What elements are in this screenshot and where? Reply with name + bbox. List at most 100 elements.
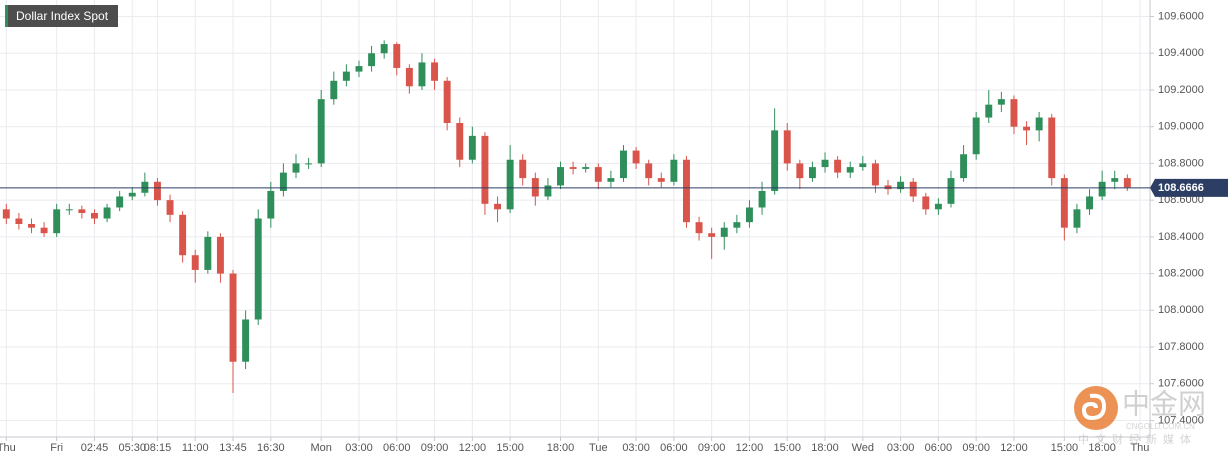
candle-body xyxy=(1060,178,1068,228)
candle-body xyxy=(745,207,753,223)
x-tick-label: 15:00 xyxy=(1051,442,1079,454)
x-tick-label: Thu xyxy=(0,442,16,454)
candle-body xyxy=(519,159,527,179)
candle-body xyxy=(481,135,489,204)
candle-body xyxy=(191,255,199,270)
candle-body xyxy=(153,181,161,201)
title-box xyxy=(5,5,118,27)
candle-body xyxy=(1010,99,1018,127)
candle-body xyxy=(846,167,854,173)
candle-body xyxy=(897,181,905,190)
candle-body xyxy=(91,212,98,219)
candle-body xyxy=(368,53,376,67)
watermark-swirl xyxy=(1081,393,1107,421)
candle-body xyxy=(116,196,124,208)
candle-body xyxy=(607,178,615,182)
x-tick-label: 18:00 xyxy=(811,442,839,454)
x-tick-label: 16:30 xyxy=(257,442,285,454)
x-tick-label: 06:00 xyxy=(660,442,688,454)
candle-body xyxy=(418,62,426,87)
candle-body xyxy=(1048,117,1056,179)
candle-body xyxy=(695,222,703,234)
y-tick-label: 109.6000 xyxy=(1158,10,1204,22)
candle-body xyxy=(216,236,224,274)
y-tick-label: 108.8000 xyxy=(1158,157,1204,169)
candle-body xyxy=(204,236,212,270)
y-tick-label: 107.8000 xyxy=(1158,341,1204,353)
y-tick-label: 109.0000 xyxy=(1158,121,1204,133)
y-tick-label: 108.4000 xyxy=(1158,231,1204,243)
watermark-site: CNGOLD.COM.CN xyxy=(1126,422,1195,431)
candle-body xyxy=(569,167,577,169)
x-tick-label: 03:00 xyxy=(345,442,373,454)
candle-body xyxy=(506,159,514,210)
x-tick-label: 18:00 xyxy=(1088,442,1116,454)
candle-body xyxy=(972,117,980,155)
x-tick-label: Thu xyxy=(1130,442,1149,454)
candle-body xyxy=(884,185,892,190)
candle-body xyxy=(1111,178,1119,182)
x-tick-label: 03:00 xyxy=(622,442,650,454)
candle-body xyxy=(279,172,287,191)
candle-body xyxy=(821,159,829,168)
candle-body xyxy=(859,163,867,168)
candle-body xyxy=(292,163,300,173)
candle-body xyxy=(494,203,501,210)
candle-body xyxy=(708,233,716,237)
last-price-label: 108.6666 xyxy=(1158,182,1204,194)
y-tick-label: 109.2000 xyxy=(1158,84,1204,96)
candle-body xyxy=(141,181,149,193)
x-tick-label: 08:15 xyxy=(144,442,172,454)
candle-body xyxy=(834,159,842,173)
x-tick-label: Fri xyxy=(50,442,63,454)
candle-body xyxy=(657,178,665,182)
candle-body xyxy=(405,67,413,87)
x-tick-label: 12:00 xyxy=(459,442,487,454)
candle-body xyxy=(632,150,640,164)
candle-body xyxy=(78,209,86,213)
candle-body xyxy=(720,227,728,237)
x-tick-label: 05:30 xyxy=(118,442,146,454)
chart-title: Dollar Index Spot xyxy=(16,9,109,23)
x-tick-label: 11:00 xyxy=(182,442,209,454)
candle-body xyxy=(40,227,48,234)
candle-body xyxy=(531,178,539,197)
candle-body xyxy=(783,130,791,164)
candle-body xyxy=(620,150,627,179)
candle-body xyxy=(431,62,439,81)
candle-body xyxy=(1073,209,1081,228)
x-tick-label: 09:00 xyxy=(698,442,726,454)
candle-body xyxy=(317,99,325,164)
candle-body xyxy=(557,167,564,186)
x-tick-label: 13:45 xyxy=(219,442,247,454)
candle-body xyxy=(1035,117,1043,131)
candle-body xyxy=(128,192,136,197)
candle-body xyxy=(1023,126,1031,131)
x-tick-label: 03:00 xyxy=(887,442,915,454)
y-tick-label: 108.2000 xyxy=(1158,267,1204,279)
candle-body xyxy=(229,273,237,362)
candle-body xyxy=(645,163,653,179)
title-accent xyxy=(5,5,8,27)
candle-body xyxy=(582,167,590,169)
candle-body xyxy=(670,159,678,182)
candle-body xyxy=(1086,196,1094,210)
x-tick-label: Mon xyxy=(310,442,331,454)
candle-body xyxy=(683,159,690,223)
grid xyxy=(0,0,1150,437)
candle-body xyxy=(947,178,955,204)
candle-body xyxy=(997,99,1005,105)
x-tick-label: 12:00 xyxy=(1000,442,1028,454)
x-tick-label: 15:00 xyxy=(496,442,524,454)
candle-body xyxy=(808,167,816,179)
candle-body xyxy=(166,200,174,215)
candle-body xyxy=(871,163,879,186)
x-tick-label: Wed xyxy=(852,442,874,454)
candle-body xyxy=(468,135,476,160)
candle-body xyxy=(456,123,464,160)
x-tick-label: 06:00 xyxy=(383,442,411,454)
candle-body xyxy=(1098,181,1106,197)
candle-body xyxy=(960,154,968,179)
